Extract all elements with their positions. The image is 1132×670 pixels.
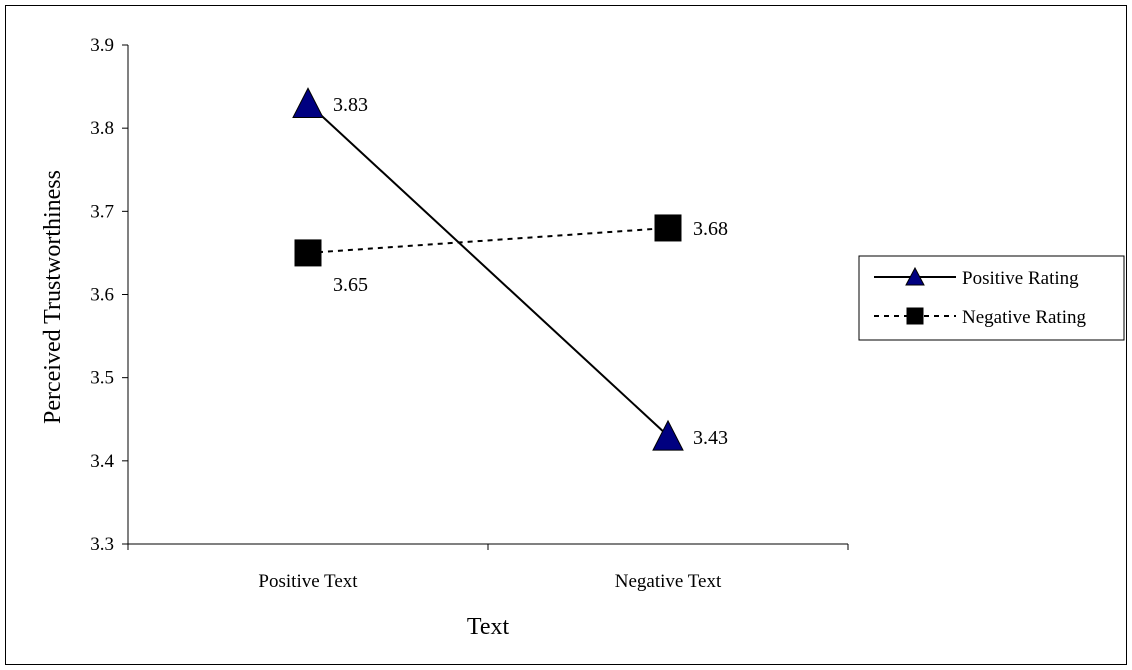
legend-label: Negative Rating [962,307,1086,328]
series-layer: 3.83 3.43 3.65 3.68 [292,87,728,451]
data-label: 3.83 [333,94,368,116]
legend: Positive Rating Negative Rating [858,255,1125,341]
square-marker [294,239,322,267]
legend-box [858,255,1125,341]
y-tick-label: 3.5 [90,368,114,389]
x-category-label: Positive Text [258,571,358,592]
legend-label: Positive Rating [962,268,1079,289]
y-tick-label: 3.6 [90,285,114,306]
series-positive-rating: 3.83 3.43 [292,87,728,451]
series-line [307,226,669,254]
y-tick-label: 3.7 [90,201,114,222]
legend-square-marker [906,307,924,325]
legend-item: Negative Rating [874,307,1086,328]
y-tick-label: 3.4 [90,451,114,472]
x-category-label: Negative Text [615,571,722,592]
axes [127,45,848,545]
series-line [307,102,669,437]
y-axis-title: Perceived Trustworthiness [40,170,66,424]
triangle-marker [292,87,324,118]
legend-item: Positive Rating [874,266,1079,289]
series-negative-rating: 3.65 3.68 [294,214,728,296]
triangle-marker [652,419,684,451]
square-marker [654,214,682,242]
data-label: 3.65 [333,274,368,296]
data-label: 3.43 [693,427,728,449]
y-tick-label: 3.9 [90,35,114,56]
x-axis-ticks: Positive Text Negative Text [127,544,849,592]
x-axis-title: Text [467,614,510,640]
data-label: 3.68 [693,218,728,240]
y-axis-ticks: 3.3 3.4 3.5 3.6 3.7 3.8 3.9 [90,35,128,555]
legend-triangle-marker [905,266,925,286]
y-tick-label: 3.3 [90,534,114,555]
y-tick-label: 3.8 [90,118,114,139]
